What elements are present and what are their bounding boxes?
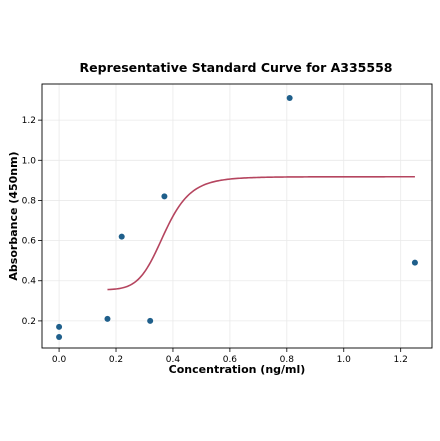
data-point	[118, 233, 125, 240]
x-tick-label: 1.0	[337, 355, 352, 365]
data-point	[286, 95, 293, 102]
data-point	[56, 333, 63, 340]
y-tick-label: 0.2	[22, 317, 36, 327]
x-tick-label: 0.6	[223, 355, 238, 365]
plot-frame	[41, 83, 433, 349]
data-point	[411, 259, 418, 266]
x-tick-label: 1.2	[394, 355, 408, 365]
chart-title: Representative Standard Curve for A33555…	[80, 60, 393, 75]
y-tick-label: 0.4	[22, 277, 37, 287]
x-axis-ticks: 0.0 0.2 0.4 0.6 0.8 1.0 1.2	[52, 348, 408, 365]
x-tick-label: 0.8	[280, 355, 295, 365]
x-tick-label: 0.0	[52, 355, 67, 365]
data-point	[104, 315, 111, 322]
y-axis-label: Absorbance (450nm)	[7, 151, 20, 280]
fit-curve-line	[107, 175, 415, 291]
y-axis-ticks: 0.2 0.4 0.6 0.8 1.0 1.2	[22, 116, 42, 327]
y-tick-label: 0.6	[22, 237, 37, 247]
y-tick-label: 1.0	[22, 156, 37, 166]
y-tick-label: 0.8	[22, 196, 37, 206]
x-tick-label: 0.4	[166, 355, 181, 365]
x-tick-label: 0.2	[109, 355, 123, 365]
data-point	[161, 193, 168, 200]
data-point	[56, 323, 63, 330]
x-axis-label: Concentration (ng/ml)	[169, 363, 306, 376]
data-points	[56, 95, 418, 340]
y-tick-label: 1.2	[22, 116, 36, 126]
data-point	[147, 317, 154, 324]
grid-lines	[42, 84, 432, 348]
